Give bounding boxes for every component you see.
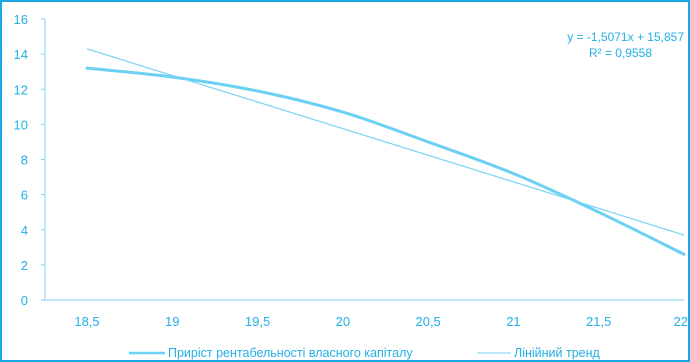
y-tick-label: 4: [21, 223, 28, 238]
x-tick-label: 18,5: [74, 314, 99, 329]
y-tick-label: 0: [21, 293, 28, 308]
y-tick-label: 16: [14, 12, 28, 27]
r-squared-label: R² = 0,9558: [589, 46, 652, 60]
x-tick-label: 21,5: [586, 314, 611, 329]
y-tick-label: 2: [21, 258, 28, 273]
y-tick-label: 6: [21, 188, 28, 203]
legend-label-trend: Лінійний тренд: [514, 346, 601, 360]
y-tick-labels: 0 2 4 6 8 10 12 14 16: [14, 12, 28, 308]
y-tick-label: 12: [14, 82, 28, 97]
trend-annotation: y = -1,5071x + 15,857 R² = 0,9558: [567, 30, 684, 60]
legend-label-series: Приріст рентабельності власного капіталу: [168, 346, 413, 360]
x-tick-label: 21: [506, 314, 520, 329]
trend-equation: y = -1,5071x + 15,857: [567, 30, 684, 44]
y-tick-label: 10: [14, 117, 28, 132]
x-tick-labels: 18,5 19 19,5 20 20,5 21 21,5 22: [74, 314, 688, 329]
series-line-profitability: [85, 66, 686, 256]
series-layer: [85, 48, 686, 256]
axes: [41, 18, 684, 301]
x-tick-label: 19: [165, 314, 179, 329]
x-tick-label: 20,5: [415, 314, 440, 329]
y-tick-label: 14: [14, 47, 28, 62]
series-line-trend: [86, 48, 685, 236]
x-tick-label: 19,5: [245, 314, 270, 329]
y-tick-label: 8: [21, 153, 28, 168]
legend: Приріст рентабельності власного капіталу…: [129, 346, 601, 360]
x-tick-label: 20: [336, 314, 350, 329]
x-tick-label: 22: [674, 314, 688, 329]
